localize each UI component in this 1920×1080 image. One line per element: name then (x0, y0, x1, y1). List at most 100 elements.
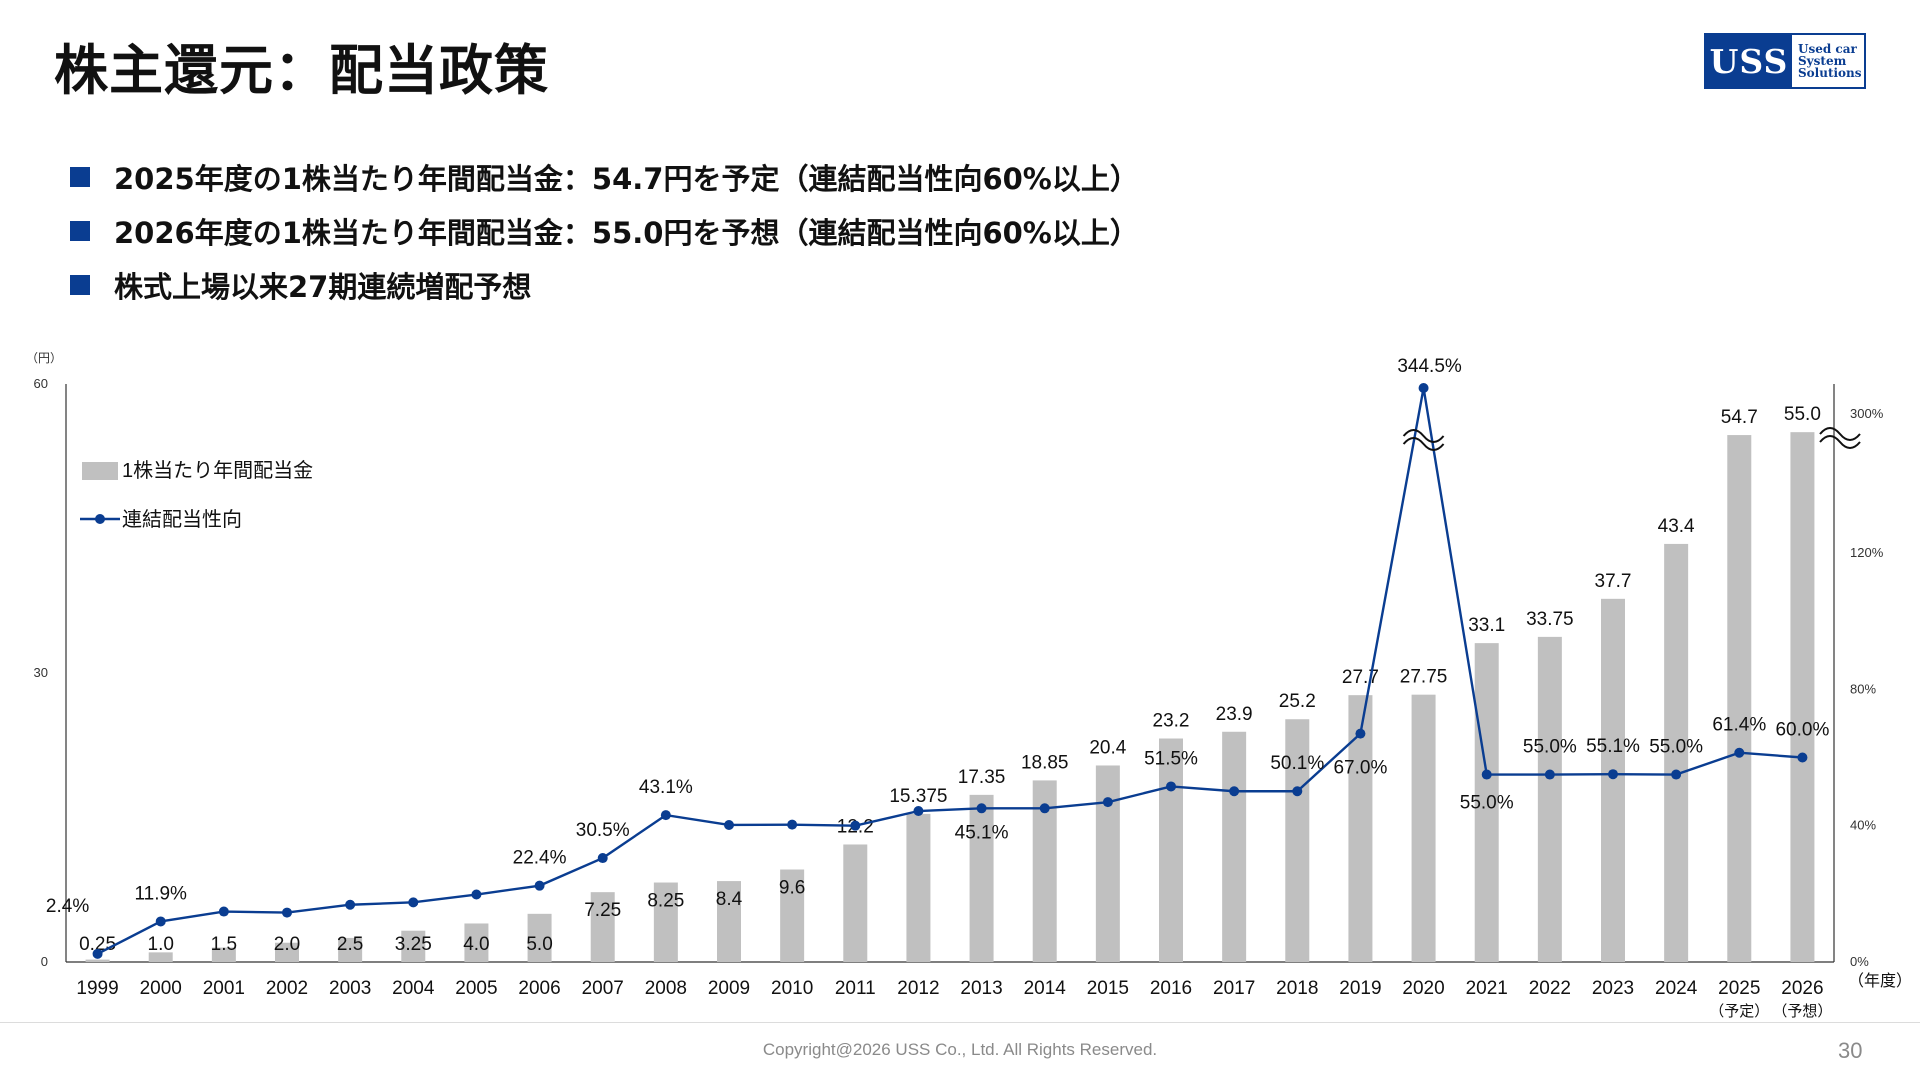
bar (1222, 731, 1247, 962)
line-value-label: 60.0% (1775, 720, 1829, 741)
bar-value-label: 8.25 (647, 891, 684, 912)
payout-ratio-point (1355, 728, 1366, 739)
bar (211, 947, 236, 962)
bullet-list: 2025年度の1株当たり年間配当金：54.7円を予定（連結配当性向60%以上） … (70, 150, 1139, 312)
payout-ratio-point (660, 810, 671, 821)
bar (338, 937, 363, 962)
x-tick-label: 2026 (1781, 978, 1823, 999)
bar-value-label: 33.75 (1526, 609, 1574, 630)
bar (1537, 636, 1562, 962)
axis-break-mark (1402, 429, 1445, 451)
x-tick-label: 2001 (203, 978, 245, 999)
footer-copyright: Copyright@2026 USS Co., Ltd. All Rights … (762, 1040, 1158, 1059)
logo-tagline-line: Used car (1798, 42, 1857, 56)
footer-divider (0, 1022, 1920, 1023)
uss-logo: USS Used car System Solutions (1704, 33, 1866, 89)
bar-value-label: 37.7 (1595, 571, 1632, 592)
bar-value-label: 7.25 (584, 900, 621, 921)
x-tick-label: 2011 (835, 978, 876, 999)
x-tick-label: 2004 (392, 978, 435, 999)
logo-tagline-line: Solutions (1798, 66, 1862, 80)
payout-ratio-point (1229, 786, 1240, 797)
x-tick-label: 2007 (582, 978, 624, 999)
line-value-label: 11.9% (134, 883, 187, 904)
bar-value-label: 20.4 (1089, 737, 1126, 758)
payout-ratio-point (976, 803, 987, 814)
x-tick-label: 1999 (76, 978, 118, 999)
square-bullet-icon (70, 167, 90, 187)
bar (1411, 694, 1436, 962)
line-value-label: 55.0% (1460, 793, 1514, 814)
payout-ratio-point (218, 906, 229, 917)
x-tick-label: 2012 (897, 978, 939, 999)
y2-tick-label: 80% (1850, 681, 1876, 696)
line-value-label: 45.1% (955, 822, 1009, 843)
bar-value-label: 9.6 (779, 878, 805, 899)
bar (843, 844, 868, 962)
x-tick-label: 2013 (960, 978, 1002, 999)
axis-break-mark (1819, 427, 1861, 449)
bar-value-label: 27.75 (1400, 667, 1448, 688)
bar (717, 881, 741, 962)
x-tick-label: 2019 (1339, 978, 1381, 999)
payout-ratio-point (1292, 786, 1303, 797)
y-tick-label: 60 (34, 376, 48, 391)
bar (1095, 765, 1120, 962)
y2-tick-label: 300% (1850, 406, 1884, 421)
line-value-label: 22.4% (513, 848, 567, 869)
bar-value-label: 54.7 (1721, 407, 1758, 428)
bar (590, 892, 615, 962)
payout-ratio-point (471, 889, 482, 900)
payout-ratio-point (597, 853, 608, 864)
line-value-label: 43.1% (639, 777, 693, 798)
x-tick-label: 2005 (455, 978, 497, 999)
payout-ratio-point (1102, 797, 1113, 808)
bar-value-label: 15.375 (889, 786, 947, 807)
bar-value-label: 3.25 (395, 934, 432, 955)
bar (969, 794, 994, 962)
y-tick-label: 0 (41, 954, 48, 969)
bar (1474, 643, 1499, 962)
x-tick-label: 2014 (1024, 978, 1067, 999)
payout-ratio-point (1671, 769, 1682, 780)
payout-ratio-point (155, 916, 166, 927)
bar (780, 869, 805, 962)
x-tick-label: 2025 (1718, 978, 1760, 999)
x-tick-label: 2021 (1466, 978, 1508, 999)
line-value-label: 55.0% (1523, 737, 1577, 758)
bar (85, 959, 110, 962)
x-tick-label: 2022 (1529, 978, 1571, 999)
bar (1285, 719, 1310, 962)
bar-value-label: 23.9 (1216, 704, 1253, 725)
y2-tick-label: 120% (1850, 545, 1884, 560)
bar-value-label: 55.0 (1784, 404, 1821, 425)
payout-ratio-point (1418, 383, 1429, 393)
bar-value-label: 8.4 (716, 889, 743, 910)
line-value-label: 55.1% (1586, 736, 1640, 757)
line-value-label: 67.0% (1333, 758, 1387, 779)
x-tick-label: 2024 (1655, 978, 1698, 999)
x-tick-label: 2015 (1087, 978, 1129, 999)
y-tick-label: 30 (34, 665, 48, 680)
bar (527, 913, 552, 962)
x-axis-unit-label: （年度） (1848, 972, 1912, 990)
payout-ratio-point (534, 880, 545, 891)
bar (1601, 598, 1625, 962)
bullet-item: 株式上場以来27期連続増配予想 (70, 258, 1139, 312)
bullet-item: 2025年度の1株当たり年間配当金：54.7円を予定（連結配当性向60%以上） (70, 150, 1139, 204)
x-tick-label: 2017 (1213, 978, 1255, 999)
payout-ratio-point (1166, 781, 1176, 792)
line-value-label: 50.1% (1270, 753, 1324, 774)
payout-ratio-point (92, 948, 103, 959)
x-tick-label: 2002 (266, 978, 308, 999)
bar (1727, 435, 1752, 963)
payout-ratio-point (1608, 769, 1618, 780)
bar (401, 930, 426, 962)
bar-value-label: 23.2 (1153, 711, 1190, 732)
x-tick-label: 2006 (518, 978, 560, 999)
x-tick-label: 2003 (329, 978, 371, 999)
bar (148, 952, 173, 962)
payout-ratio-point (1481, 769, 1492, 780)
bar-value-label: 43.4 (1658, 516, 1695, 537)
